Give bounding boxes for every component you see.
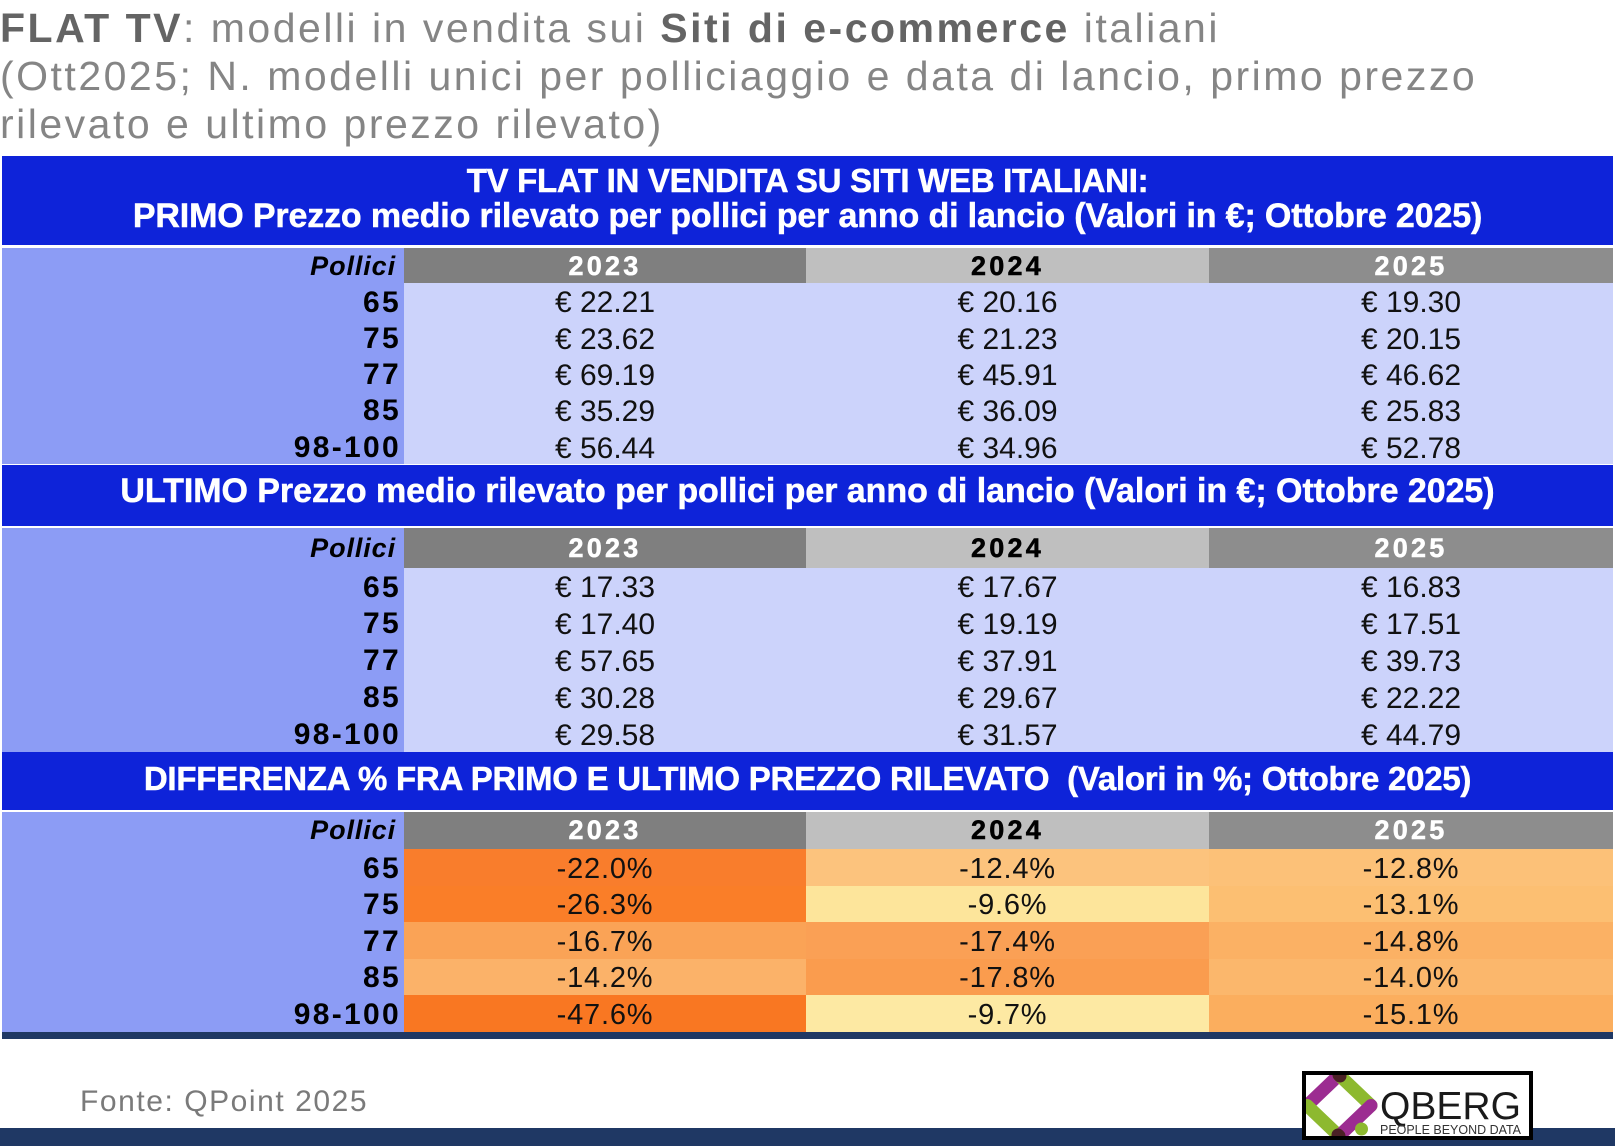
svg-text:QBERG: QBERG (1380, 1085, 1521, 1128)
svg-text:PEOPLE BEYOND DATA: PEOPLE BEYOND DATA (1380, 1123, 1522, 1136)
